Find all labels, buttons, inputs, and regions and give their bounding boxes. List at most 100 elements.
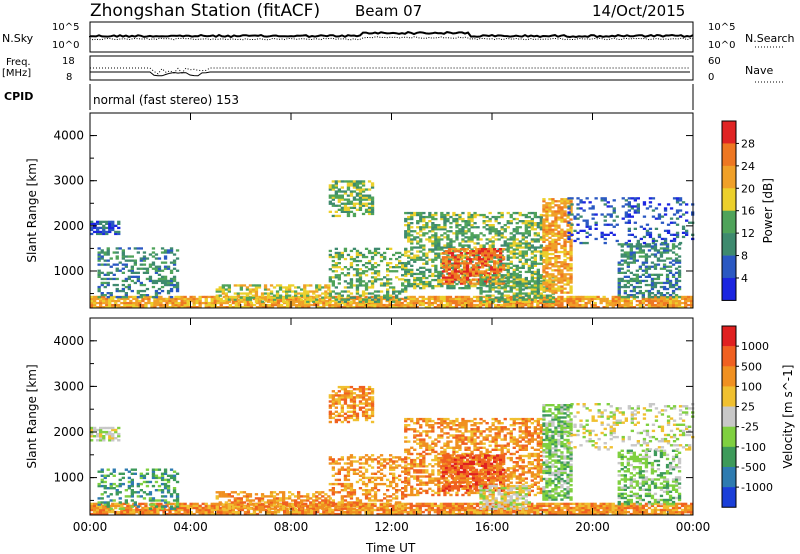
heatmap-cell [237,303,241,307]
heatmap-cell [651,241,656,245]
heatmap-cell [361,502,365,506]
heatmap-cell [183,301,187,305]
heatmap-cell [569,273,573,276]
heatmap-cell [210,508,214,512]
heatmap-cell [169,277,174,281]
heatmap-cell [361,504,365,508]
heatmap-cell [361,184,366,187]
heatmap-cell [482,213,486,217]
heatmap-cell [367,210,372,213]
heatmap-cell [406,510,410,514]
heatmap-cell [147,512,151,516]
heatmap-cell [334,504,338,508]
heatmap-cell [328,294,332,297]
heatmap-cell [349,257,354,261]
heatmap-cell [172,283,177,287]
heatmap-cell [636,207,640,210]
heatmap-cell [685,211,689,214]
heatmap-cell [103,263,107,266]
heatmap-cell [96,510,100,514]
heatmap-cell [138,502,142,506]
heatmap-cell [418,506,422,510]
heatmap-cell [656,277,661,281]
heatmap-cell [150,508,154,512]
heatmap-cell [509,306,513,309]
heatmap-cell [563,202,567,205]
heatmap-cell [198,508,202,512]
heatmap-cell [442,506,447,510]
heatmap-cell [310,508,314,512]
heatmap-cell [172,259,177,262]
y-tick-label: 1000 [53,264,84,278]
heatmap-cell [536,288,540,291]
heatmap-cell [539,250,543,253]
heatmap-cell [231,504,235,508]
heatmap-cell [385,303,389,307]
heatmap-cell [455,226,459,229]
heatmap-cell [479,290,483,293]
heatmap-cell [168,510,172,514]
heatmap-cell [139,247,143,250]
heatmap-cell [286,301,290,305]
heatmap-cell [349,508,353,512]
heatmap-cell [560,200,564,203]
heatmap-cell [662,247,667,250]
heatmap-cell [133,259,137,262]
heatmap-cell [624,211,628,214]
heatmap-cell [254,290,259,293]
heatmap-cell [530,226,534,229]
heatmap-cell [464,230,468,233]
heatmap-cell [479,287,483,290]
heatmap-cell [444,270,449,273]
heatmap-cell [295,504,299,508]
heatmap-cell [349,282,354,285]
heatmap-cell [450,276,455,279]
heatmap-cell [482,226,486,229]
heatmap-cell [651,197,656,200]
heatmap-cell [518,294,522,297]
heatmap-cell [276,508,281,512]
heatmap-cell [397,306,401,309]
heatmap-cell [349,190,354,193]
heatmap-cell [497,274,501,277]
heatmap-cell [674,283,679,287]
heatmap-cell [328,196,332,199]
heatmap-cell [560,265,564,268]
heatmap-cell [542,218,546,221]
heatmap-cell [677,285,682,289]
heatmap-cell [355,510,359,514]
heatmap-cell [337,276,341,279]
heatmap-cell [370,298,375,301]
heatmap-cell [447,274,452,277]
heatmap-cell [322,299,326,303]
heatmap-cell [650,273,655,276]
heatmap-cell [276,301,281,305]
heatmap-cell [635,247,639,250]
heatmap-cell [485,238,489,241]
heatmap-cell [337,251,341,255]
heatmap-cell [126,301,130,305]
heatmap-cell [204,512,208,516]
heatmap-cell [579,215,583,218]
heatmap-cell [668,306,673,309]
heatmap-cell [189,512,193,516]
heatmap-cell [111,508,115,512]
heatmap-cell [650,301,655,305]
heatmap-cell [433,295,437,299]
heatmap-cell [512,244,516,247]
heatmap-cell [533,290,537,293]
heatmap-cell [294,300,298,303]
heatmap-cell [142,251,147,254]
heatmap-cell [334,262,338,265]
heatmap-cell [524,236,528,239]
heatmap-cell [239,292,243,295]
heatmap-cell [370,255,375,259]
heatmap-cell [180,303,184,307]
heatmap-cell [328,512,332,516]
heatmap-cell [479,274,483,277]
heatmap-cell [467,222,471,225]
heatmap-cell [512,240,516,243]
heatmap-cell [144,297,148,301]
heatmap-cell [635,285,639,289]
heatmap-cell [527,244,531,247]
